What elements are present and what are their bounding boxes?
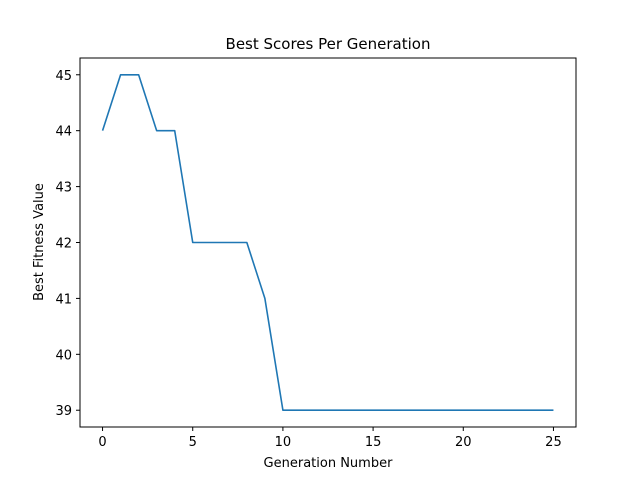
- y-tick-label: 41: [55, 292, 72, 307]
- x-axis-ticks: 0 5 10 15 20 25: [98, 427, 562, 450]
- y-tick-label: 40: [55, 348, 72, 363]
- y-tick-label: 39: [55, 404, 72, 419]
- y-axis-label: Best Fitness Value: [32, 183, 47, 301]
- y-tick-label: 43: [55, 181, 72, 196]
- y-tick-label: 44: [55, 125, 72, 140]
- series-line: [101, 73, 554, 412]
- x-tick-label: 15: [365, 435, 382, 450]
- y-tick-label: 42: [55, 237, 72, 252]
- chart-title: Best Scores Per Generation: [226, 35, 431, 53]
- x-tick-label: 20: [455, 435, 472, 450]
- y-axis-ticks: 39 40 41 42 43 44 45: [55, 69, 80, 419]
- series-layer: [101, 73, 554, 412]
- x-tick-label: 10: [275, 435, 292, 450]
- plot-frame: [79, 57, 577, 428]
- x-tick-label: 25: [545, 435, 562, 450]
- y-tick-label: 45: [55, 69, 72, 84]
- x-tick-label: 0: [98, 435, 106, 450]
- x-tick-label: 5: [189, 435, 197, 450]
- x-axis-label: Generation Number: [264, 456, 394, 471]
